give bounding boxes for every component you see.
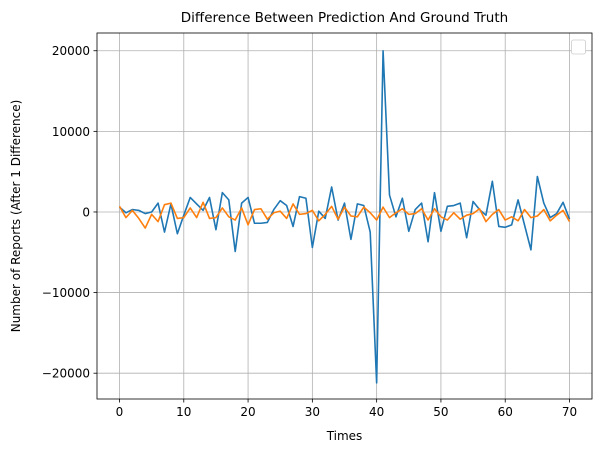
x-axis-label: Times — [326, 429, 363, 443]
chart-title: Difference Between Prediction And Ground… — [181, 10, 508, 26]
y-axis-label: Number of Reports (After 1 Difference) — [9, 100, 23, 333]
x-tick-label: 20 — [240, 405, 255, 419]
y-tick-label: 10000 — [52, 125, 90, 139]
legend-box — [571, 39, 586, 55]
x-tick-label: 0 — [116, 405, 124, 419]
x-tick-label: 70 — [562, 405, 577, 419]
series-line-2 — [118, 201, 571, 229]
plot-frame — [96, 32, 593, 400]
y-tick-label: −20000 — [42, 367, 90, 381]
x-tick-label: 40 — [369, 405, 384, 419]
x-tick-label: 50 — [433, 405, 448, 419]
y-tick-label: 0 — [82, 205, 90, 219]
plot-background — [97, 33, 592, 399]
series-group — [118, 49, 571, 384]
x-tick-label: 60 — [498, 405, 513, 419]
y-axis: −20000 −10000 0 10000 20000 — [42, 44, 97, 381]
x-tick-label: 10 — [176, 405, 191, 419]
x-tick-label: 30 — [305, 405, 320, 419]
x-axis: 0 10 20 30 40 50 60 70 — [116, 399, 577, 419]
series-line-1 — [118, 49, 571, 384]
y-tick-label: 20000 — [52, 44, 90, 58]
y-tick-label: −10000 — [42, 286, 90, 300]
